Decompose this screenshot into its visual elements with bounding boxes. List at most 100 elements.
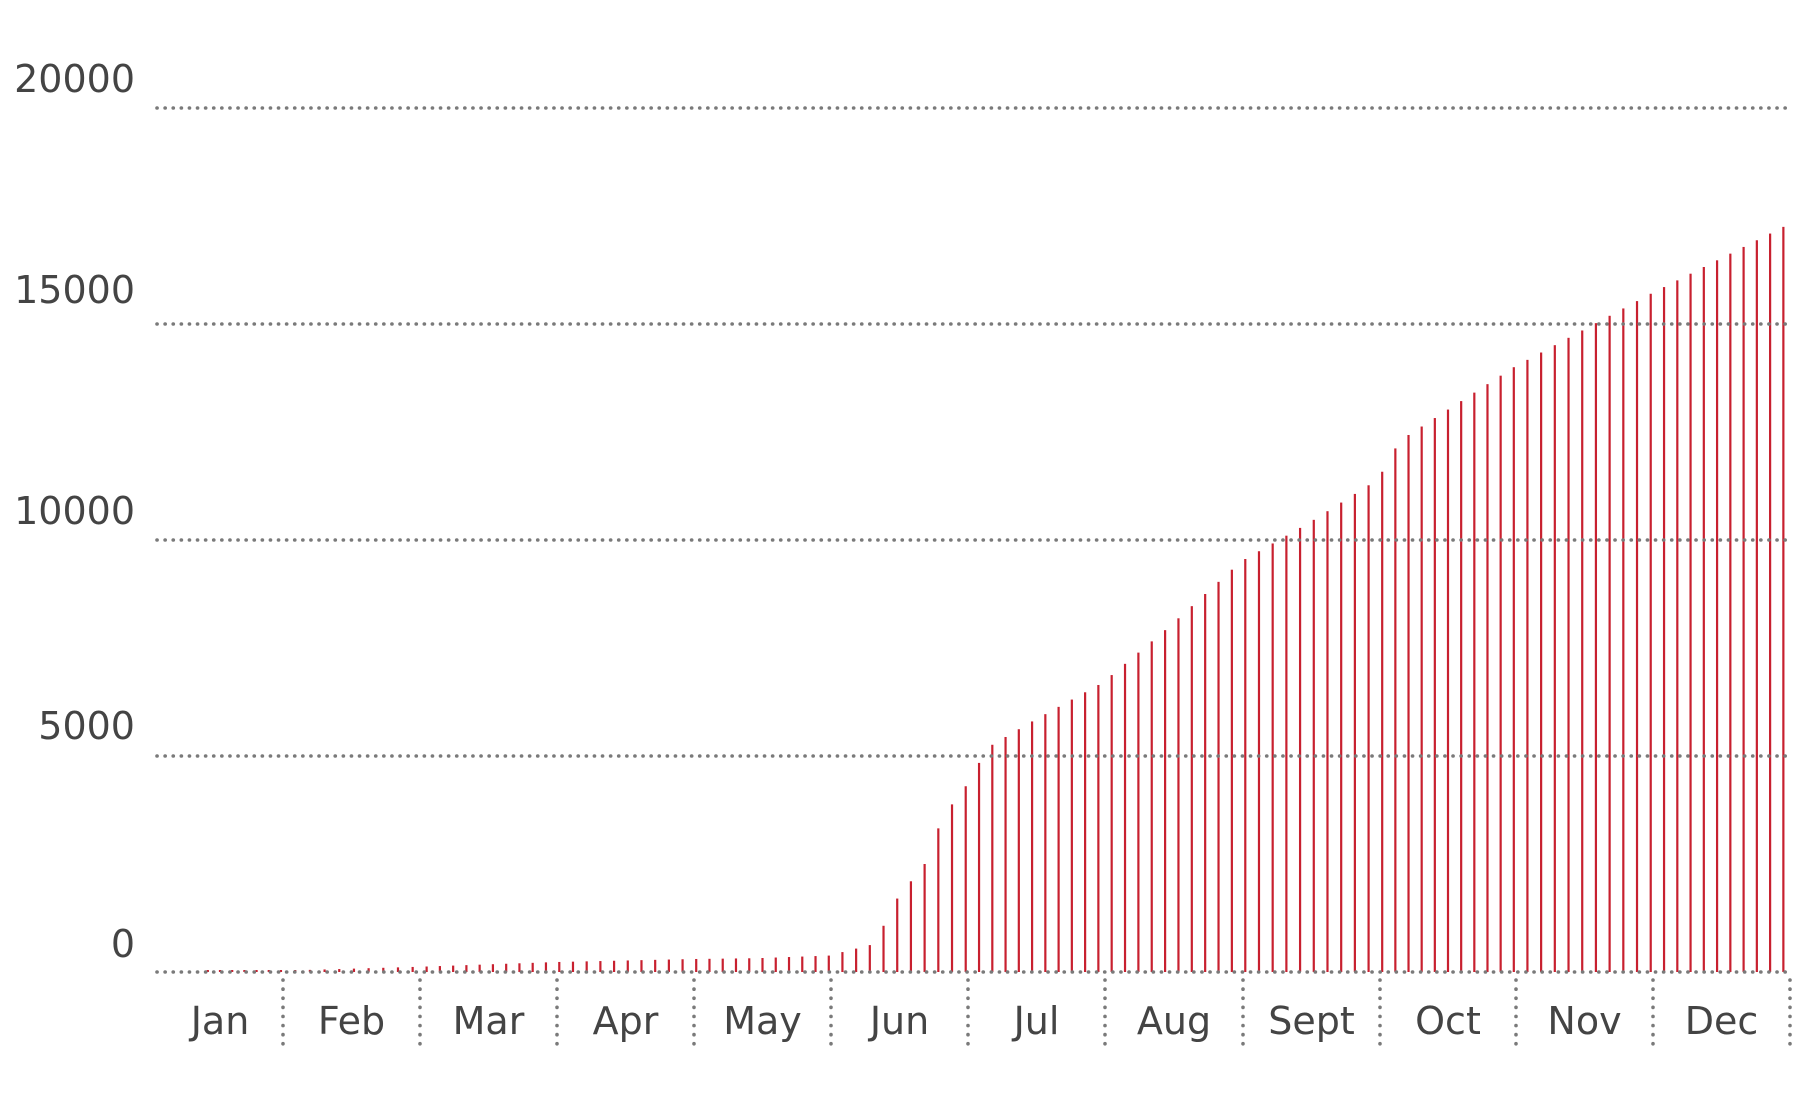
bar bbox=[367, 968, 370, 972]
bar bbox=[323, 969, 326, 972]
x-month-label: Aug bbox=[1137, 999, 1211, 1043]
bar bbox=[1137, 652, 1140, 972]
bar bbox=[1782, 226, 1785, 972]
bar bbox=[1298, 527, 1302, 972]
bar bbox=[695, 958, 698, 972]
bar bbox=[585, 961, 588, 972]
bar bbox=[1676, 280, 1679, 972]
bar bbox=[1271, 543, 1274, 972]
bar bbox=[1017, 729, 1020, 972]
bar bbox=[612, 960, 616, 972]
bar bbox=[1486, 384, 1489, 972]
bar bbox=[1635, 301, 1639, 973]
bar bbox=[558, 961, 561, 972]
bar bbox=[1070, 699, 1073, 972]
bar bbox=[279, 970, 283, 972]
bar bbox=[243, 970, 246, 972]
bar bbox=[396, 967, 400, 972]
bar bbox=[267, 970, 270, 972]
bar bbox=[382, 967, 385, 972]
bar bbox=[1608, 315, 1611, 972]
bar bbox=[1394, 448, 1397, 972]
bar bbox=[991, 744, 994, 972]
y-tick-label: 20000 bbox=[14, 57, 135, 101]
bar bbox=[1030, 721, 1034, 972]
bar bbox=[452, 965, 455, 972]
bar bbox=[1340, 502, 1343, 972]
bar bbox=[1526, 359, 1529, 972]
x-month-label: Apr bbox=[593, 999, 659, 1043]
bar bbox=[1540, 352, 1543, 972]
bar bbox=[1057, 706, 1060, 972]
bar bbox=[868, 945, 871, 972]
bar bbox=[748, 958, 751, 972]
bar bbox=[841, 952, 844, 972]
bar bbox=[411, 966, 414, 972]
bar bbox=[787, 957, 791, 972]
bar bbox=[352, 968, 356, 972]
bar bbox=[801, 956, 804, 972]
grid-layer bbox=[155, 106, 1792, 1047]
bar bbox=[640, 960, 643, 972]
bar bbox=[1769, 233, 1772, 972]
bar bbox=[255, 970, 258, 972]
bar bbox=[1190, 606, 1193, 972]
x-month-label: Nov bbox=[1547, 999, 1621, 1043]
bar bbox=[1553, 345, 1556, 972]
bar bbox=[1567, 337, 1570, 972]
bar bbox=[774, 957, 777, 972]
bar bbox=[1662, 287, 1666, 972]
bar bbox=[1217, 581, 1220, 972]
bar bbox=[1473, 392, 1476, 972]
bar bbox=[1433, 418, 1436, 972]
bars-layer bbox=[206, 226, 1785, 973]
bar bbox=[218, 970, 222, 972]
y-tick-label: 15000 bbox=[14, 268, 135, 312]
bar bbox=[1446, 409, 1450, 972]
bar bbox=[708, 958, 711, 972]
x-month-label: Mar bbox=[453, 999, 525, 1043]
bar bbox=[827, 955, 830, 972]
bar bbox=[855, 948, 858, 972]
bar bbox=[681, 959, 684, 972]
bar bbox=[599, 961, 602, 972]
bar bbox=[1084, 692, 1087, 972]
bar bbox=[1230, 569, 1233, 972]
bar bbox=[1097, 684, 1100, 972]
x-month-label: Dec bbox=[1685, 999, 1759, 1043]
bar bbox=[206, 970, 209, 972]
bar bbox=[1594, 323, 1598, 972]
bar bbox=[1150, 641, 1153, 972]
bar bbox=[1285, 535, 1288, 972]
bar bbox=[1326, 511, 1329, 972]
bar bbox=[950, 804, 954, 972]
bar bbox=[1367, 485, 1370, 972]
bar bbox=[1177, 618, 1180, 972]
bar bbox=[1123, 663, 1127, 972]
x-month-label: Jul bbox=[1012, 999, 1060, 1043]
bar bbox=[1420, 426, 1423, 972]
bar bbox=[1044, 714, 1047, 972]
bar bbox=[909, 881, 913, 972]
bar bbox=[923, 864, 926, 972]
bar bbox=[478, 964, 481, 972]
x-month-label: Feb bbox=[318, 999, 385, 1043]
bar bbox=[338, 969, 341, 972]
bar bbox=[1689, 273, 1692, 972]
bar bbox=[721, 958, 724, 972]
bar bbox=[531, 962, 534, 972]
x-month-label: Sept bbox=[1268, 999, 1355, 1043]
x-axis: Jan Feb Mar Apr May Jun Jul Aug Sept Oct Nov Dec bbox=[189, 999, 1759, 1043]
bar bbox=[465, 965, 468, 972]
bar bbox=[937, 828, 940, 972]
bar bbox=[1460, 401, 1463, 973]
bar bbox=[654, 959, 657, 972]
bar bbox=[1244, 559, 1247, 972]
bar bbox=[1204, 594, 1207, 972]
bar bbox=[231, 970, 234, 972]
bar bbox=[1702, 267, 1705, 972]
bar bbox=[896, 898, 899, 972]
bar bbox=[761, 958, 764, 972]
